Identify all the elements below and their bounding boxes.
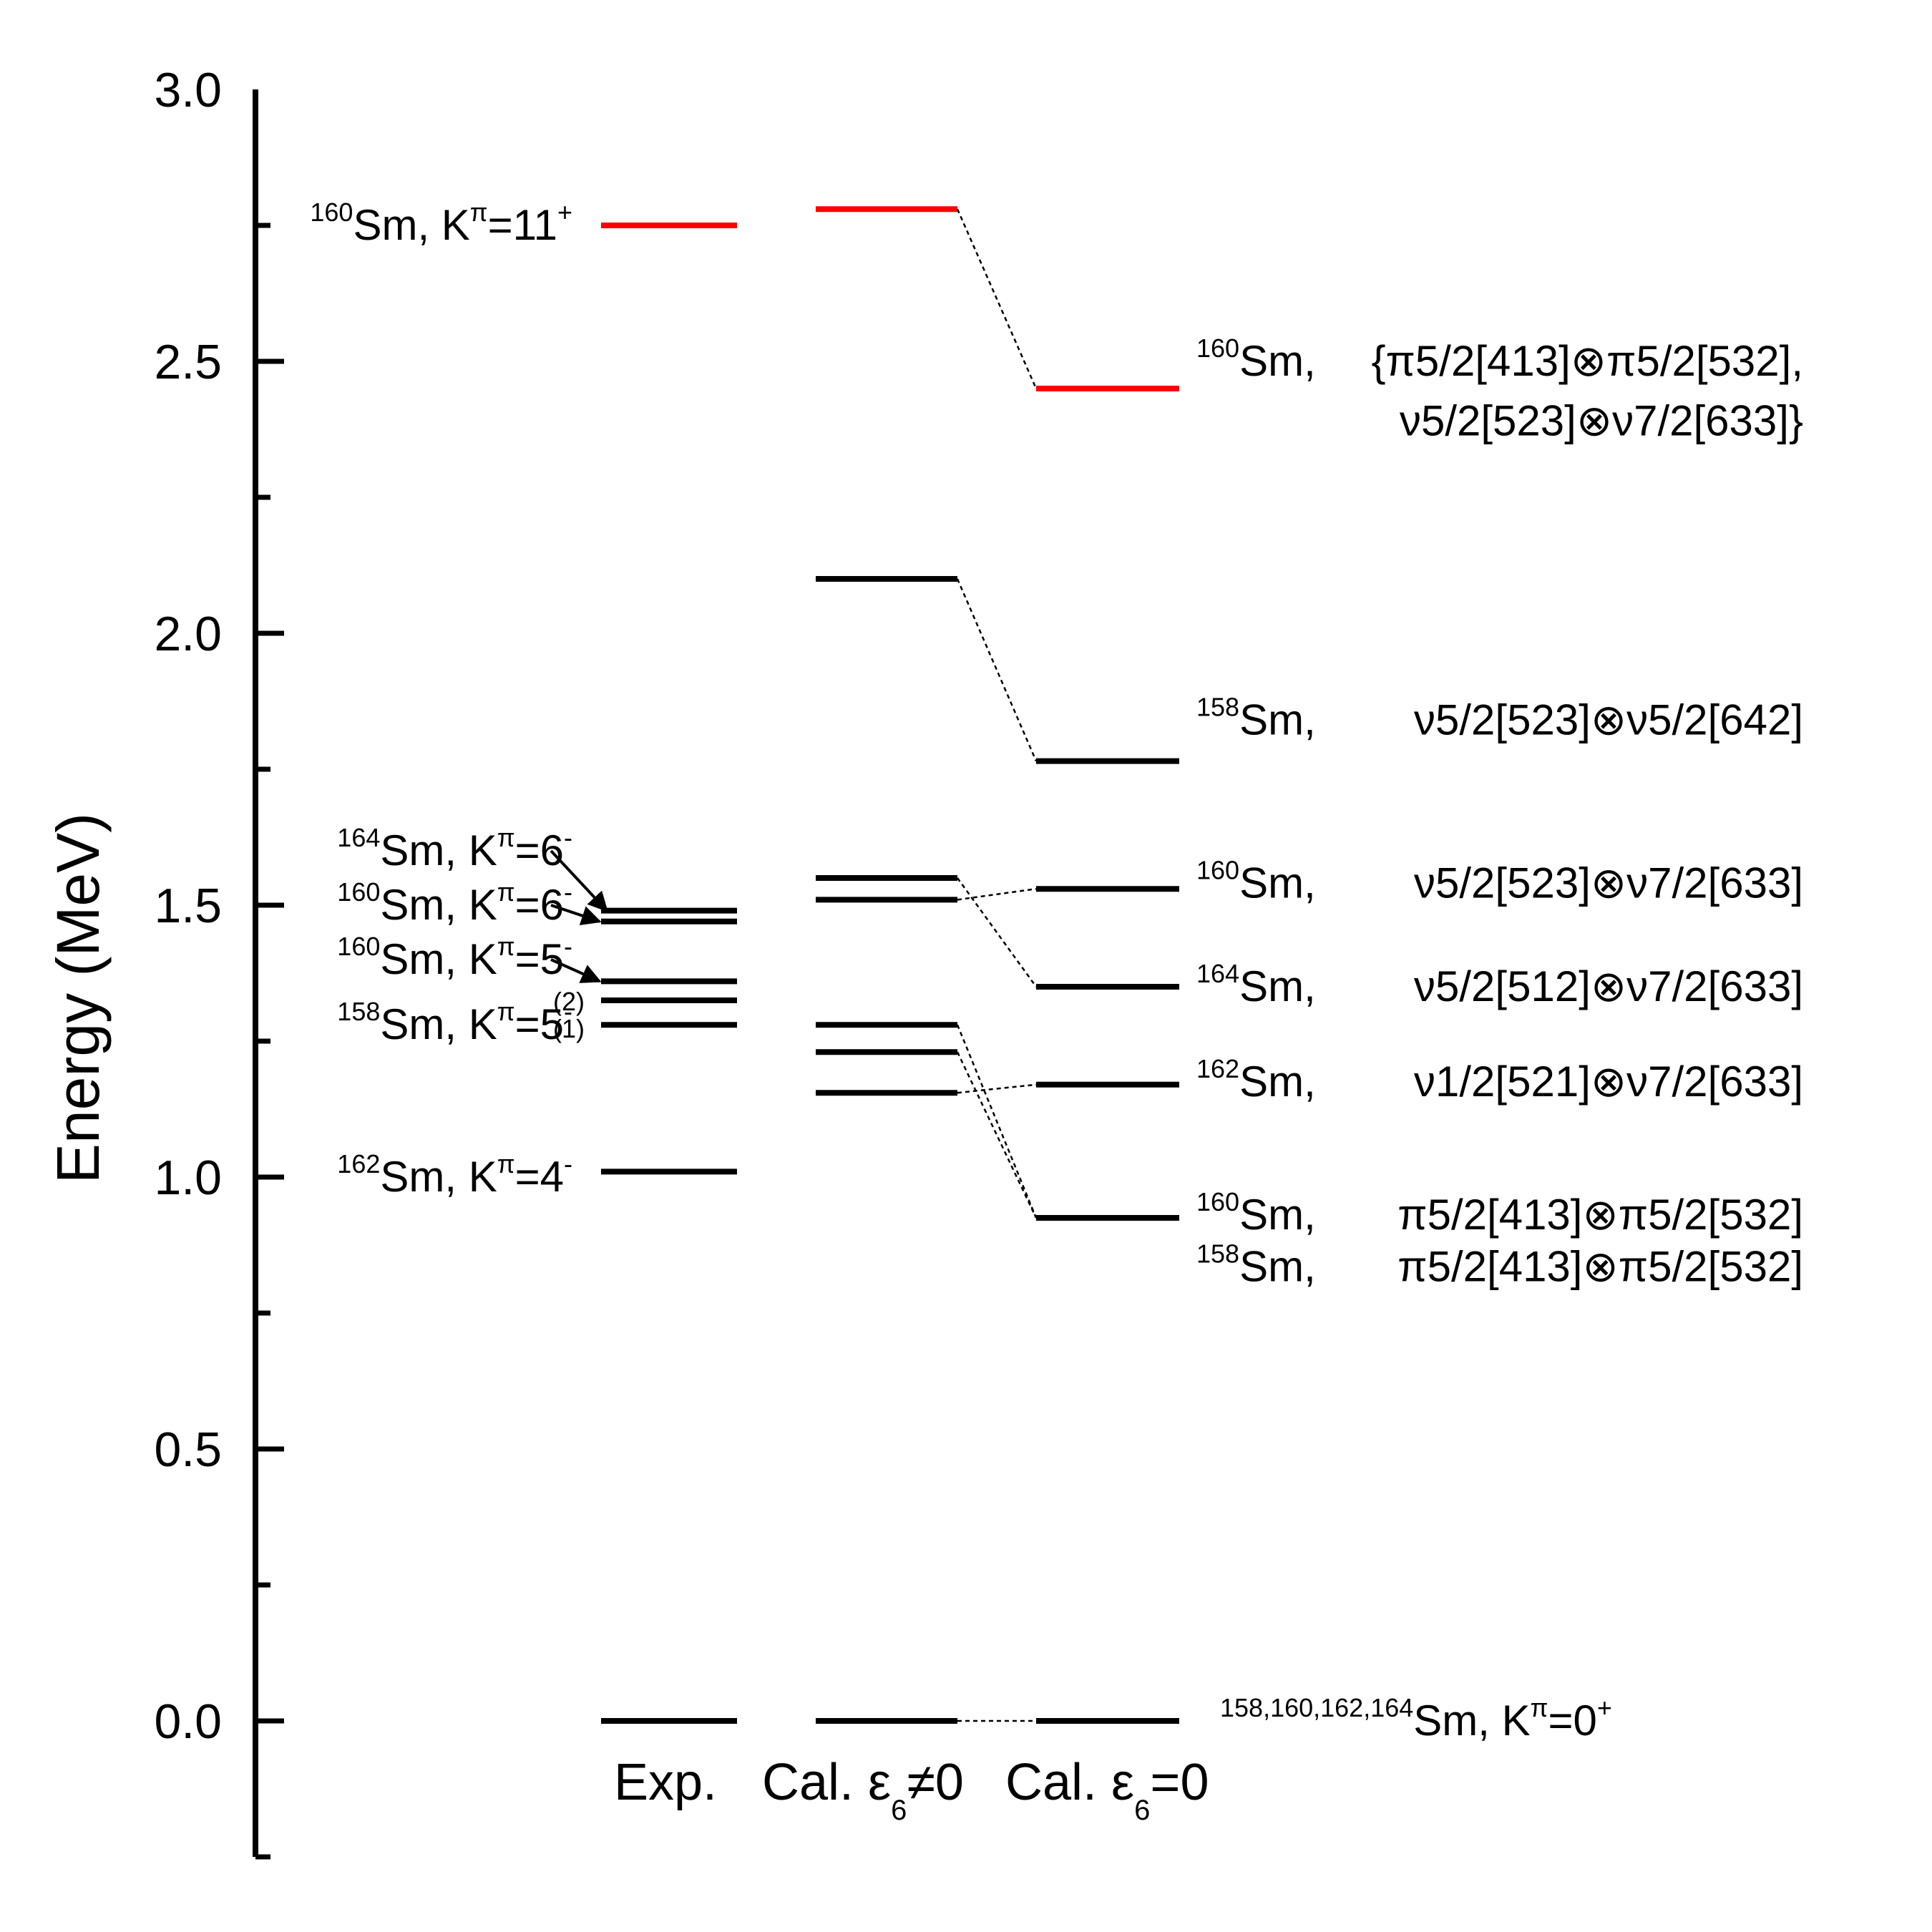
cal-level-config: π5/2[413]⊗π5/2[532] (1397, 1191, 1803, 1239)
cal-level-config: π5/2[413]⊗π5/2[532] (1397, 1242, 1803, 1290)
exp-level-label: 160Sm, Kπ=11+ (310, 197, 572, 249)
y-tick-label: 2.0 (154, 607, 222, 661)
cal-level-nucleus: 160Sm, (1196, 333, 1316, 385)
cal-level-nucleus: 162Sm, (1196, 1054, 1316, 1106)
exp-level-label: 158Sm, Kπ=5- (337, 997, 572, 1048)
label-arrow (550, 849, 608, 912)
y-tick-label: 1.0 (154, 1151, 222, 1205)
cal-level-nucleus: 160Sm, (1196, 1187, 1316, 1239)
cal-level-config: ν5/2[523]⊗ν7/2[633] (1414, 859, 1803, 907)
connector-lines (956, 208, 1038, 1722)
y-tick-label: 0.5 (154, 1423, 222, 1477)
column-label-exp: Exp. (614, 1754, 717, 1811)
label-arrow (550, 958, 602, 983)
exp-index-label: (2) (553, 987, 585, 1016)
y-axis: 0.0 0.5 1.0 1.5 2.0 2.5 3.0 (154, 63, 284, 1860)
cal-level-nucleus: 158Sm, (1196, 1239, 1316, 1290)
exp-level-label: 160Sm, Kπ=6- (337, 877, 572, 929)
level-labels: 160Sm, Kπ=11+164Sm, Kπ=6-160Sm, Kπ=6-160… (310, 197, 1803, 1745)
connector-line (957, 1083, 1037, 1094)
y-tick-label: 2.5 (154, 335, 222, 389)
y-tick-label: 3.0 (154, 63, 222, 117)
column-label-cal-eps6-zero: Cal. ε6=0 (1005, 1754, 1209, 1826)
energy-levels (601, 206, 1179, 1724)
cal-level-nucleus: 160Sm, (1196, 856, 1316, 907)
cal-level-config: ν5/2[523]⊗ν7/2[633]} (1400, 397, 1803, 445)
y-axis-title: Energy (MeV) (44, 813, 112, 1184)
connector-line (956, 877, 1038, 987)
connector-line (956, 208, 1038, 389)
cal-level-config: {π5/2[413]⊗π5/2[532], (1372, 337, 1804, 385)
y-tick-label: 0.0 (154, 1694, 222, 1749)
y-tick-label: 1.5 (154, 879, 222, 933)
cal-level-nucleus: 164Sm, (1196, 959, 1316, 1010)
cal-level-config: ν1/2[521]⊗ν7/2[633] (1414, 1058, 1803, 1106)
connector-line (957, 887, 1037, 901)
cal-level-config: ν5/2[523]⊗ν5/2[642] (1414, 696, 1803, 744)
exp-level-label: 162Sm, Kπ=4- (337, 1149, 572, 1201)
cal-level-config: ν5/2[512]⊗ν7/2[633] (1414, 962, 1803, 1010)
connector-line (956, 1051, 1038, 1219)
column-label-cal-eps6-nonzero: Cal. ε6≠0 (762, 1754, 964, 1826)
connector-line (956, 578, 1038, 762)
connector-line (956, 1024, 1038, 1219)
exp-level-label: 164Sm, Kπ=6- (337, 823, 572, 874)
label-arrows (550, 849, 608, 983)
cal-level-nucleus: 158Sm, (1196, 693, 1316, 744)
ground-state-label: 158,160,162,164Sm, Kπ=0+ (1220, 1693, 1612, 1745)
label-arrow (550, 904, 602, 926)
exp-index-label: (1) (553, 1014, 585, 1043)
exp-level-label: 160Sm, Kπ=5- (337, 932, 572, 983)
